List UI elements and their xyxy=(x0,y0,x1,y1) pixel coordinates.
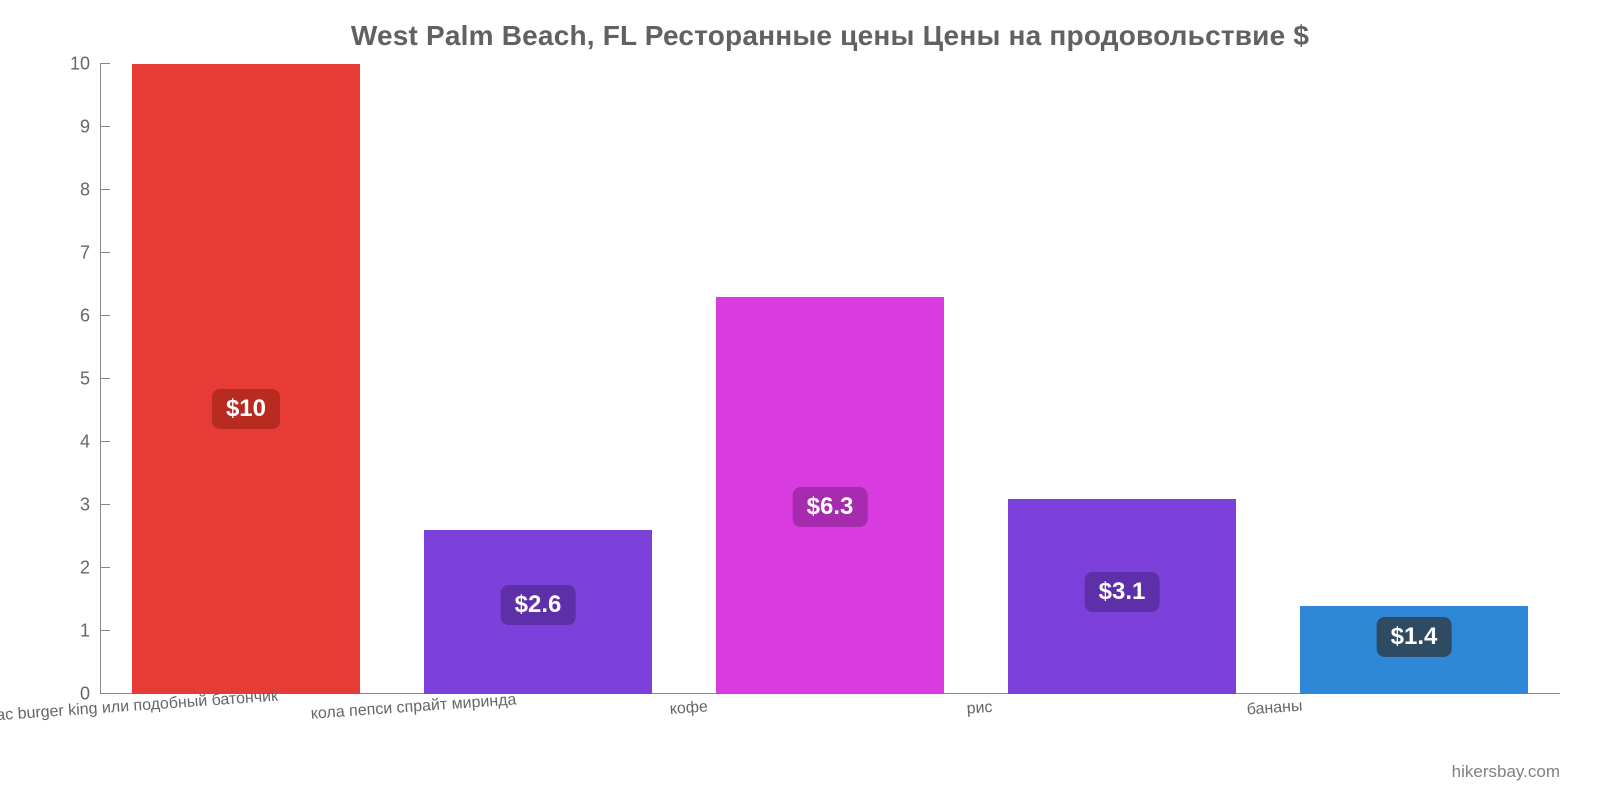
chart-title: West Palm Beach, FL Ресторанные цены Цен… xyxy=(100,20,1560,52)
attribution-text: hikersbay.com xyxy=(1452,762,1560,782)
x-category-label: кола пепси спрайт миринда xyxy=(310,691,517,723)
bar-value-label: $6.3 xyxy=(793,487,868,527)
bars-group: $10 $2.6 $6.3 $3.1 $1.4 xyxy=(100,64,1560,694)
y-tick-label: 10 xyxy=(50,54,90,75)
bar: $1.4 xyxy=(1300,606,1528,694)
bar: $10 xyxy=(132,64,360,694)
y-tick-label: 6 xyxy=(50,306,90,327)
bar: $2.6 xyxy=(424,530,652,694)
y-tick-mark xyxy=(100,567,110,568)
x-category-label: кофе xyxy=(669,698,708,719)
y-tick-mark xyxy=(100,189,110,190)
y-tick-mark xyxy=(100,630,110,631)
y-tick-mark xyxy=(100,504,110,505)
bar: $6.3 xyxy=(716,297,944,694)
y-tick-mark xyxy=(100,252,110,253)
bar-value-label: $2.6 xyxy=(501,585,576,625)
y-tick-mark xyxy=(100,126,110,127)
y-tick-label: 4 xyxy=(50,432,90,453)
chart-plot-area: $10$2.6$6.3$3.1$1.4 012345678910mac burg… xyxy=(100,64,1560,694)
y-tick-label: 2 xyxy=(50,558,90,579)
y-tick-mark xyxy=(100,693,110,694)
y-tick-label: 7 xyxy=(50,243,90,264)
y-tick-label: 1 xyxy=(50,621,90,642)
y-tick-mark xyxy=(100,315,110,316)
bar-value-label: $1.4 xyxy=(1377,617,1452,657)
x-category-label: рис xyxy=(966,699,993,719)
bar: $3.1 xyxy=(1008,499,1236,694)
y-tick-mark xyxy=(100,441,110,442)
y-tick-mark xyxy=(100,63,110,64)
x-category-label: бананы xyxy=(1246,698,1303,720)
bar-value-label: $10 xyxy=(212,389,280,429)
y-tick-label: 9 xyxy=(50,117,90,138)
chart-container: West Palm Beach, FL Ресторанные цены Цен… xyxy=(0,0,1600,800)
y-tick-label: 3 xyxy=(50,495,90,516)
y-tick-label: 8 xyxy=(50,180,90,201)
y-tick-label: 5 xyxy=(50,369,90,390)
bar-value-label: $3.1 xyxy=(1085,572,1160,612)
y-tick-mark xyxy=(100,378,110,379)
